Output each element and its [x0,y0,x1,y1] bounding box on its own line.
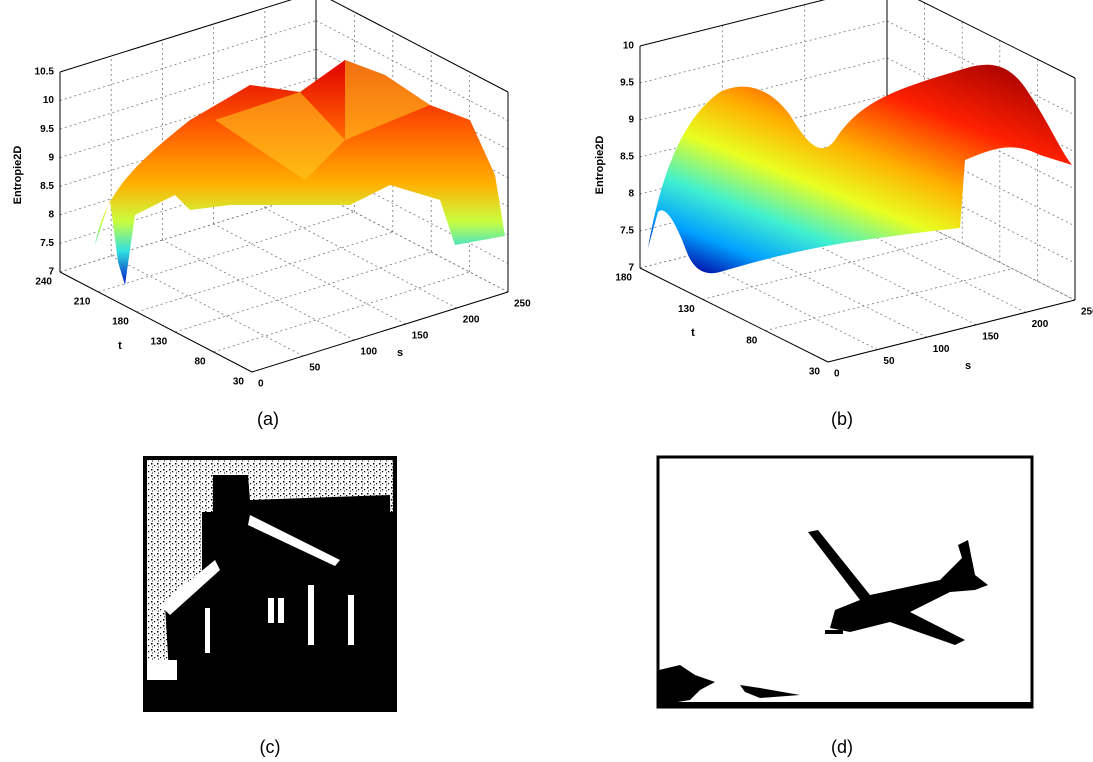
s-tick-label: 250 [1081,307,1093,318]
z-tick-label: 9 [628,115,634,126]
caption: (c) [260,737,281,757]
t-tick-label: 80 [746,335,758,346]
s-tick-label: 50 [883,356,895,367]
grid-line [60,21,316,101]
s-tick-label: 200 [1032,319,1049,330]
s-tick-label: 150 [982,331,999,342]
t-tick-label: 240 [35,277,52,288]
z-axis-label: Entropie2D [594,136,606,195]
surface-b [648,65,1072,274]
s-tick-label: 0 [834,369,840,380]
box-edge [640,0,887,46]
grid-line [175,252,431,332]
t-tick-label: 130 [151,337,168,348]
s-tick-label: 50 [309,363,321,374]
z-tick-label: 7.5 [40,238,54,249]
z-tick-label: 9 [48,152,54,163]
grid-line [214,224,406,324]
z-tick-label: 10.5 [35,67,55,78]
caption: (d) [831,737,853,757]
t-tick-label: 30 [233,377,245,388]
grid-line [162,240,354,340]
s-axis-label: s [965,360,971,372]
t-tick-label: 180 [112,317,129,328]
s-axis-label: s [397,347,403,359]
grid-line [137,232,393,312]
grid-line [265,208,457,308]
t-tick-label: 130 [678,304,695,315]
z-tick-label: 8 [48,209,54,220]
t-tick-label: 210 [74,297,91,308]
s-tick-label: 0 [258,379,264,390]
image-airplane [658,457,1032,707]
s-tick-label: 150 [412,331,429,342]
image-house [143,456,397,712]
axis-line [252,292,508,372]
grid-line [98,212,354,292]
grid-line [640,0,887,46]
s-tick-label: 250 [514,299,531,310]
t-axis-label: t [691,327,695,339]
grid-line [111,256,303,356]
z-tick-label: 7.5 [620,226,634,237]
s-tick-label: 200 [463,315,480,326]
box-edge [60,0,316,72]
z-tick-label: 9.5 [620,78,634,89]
z-tick-label: 8 [628,189,634,200]
s-tick-label: 100 [933,344,950,355]
t-tick-label: 30 [809,367,821,378]
z-tick-label: 10 [43,95,55,106]
z-axis-label: Entropie2D [12,146,24,205]
caption: (a) [257,409,279,429]
grid-line [60,0,316,72]
axis-line [828,300,1075,362]
s-tick-label: 100 [360,347,377,358]
t-tick-label: 80 [194,357,206,368]
grid-line [640,21,887,83]
caption: (b) [831,409,853,429]
axis-line [640,268,828,362]
grid-line [214,272,470,352]
figure: 77.588.599.51010.52402101801308030050100… [0,0,1093,762]
z-tick-label: 8.5 [40,181,54,192]
grid-line [765,269,1012,331]
z-tick-label: 8.5 [620,152,634,163]
z-tick-label: 10 [623,41,635,52]
axis-line [60,272,252,372]
z-tick-label: 9.5 [40,124,54,135]
t-tick-label: 180 [615,273,632,284]
t-axis-label: t [118,340,122,352]
